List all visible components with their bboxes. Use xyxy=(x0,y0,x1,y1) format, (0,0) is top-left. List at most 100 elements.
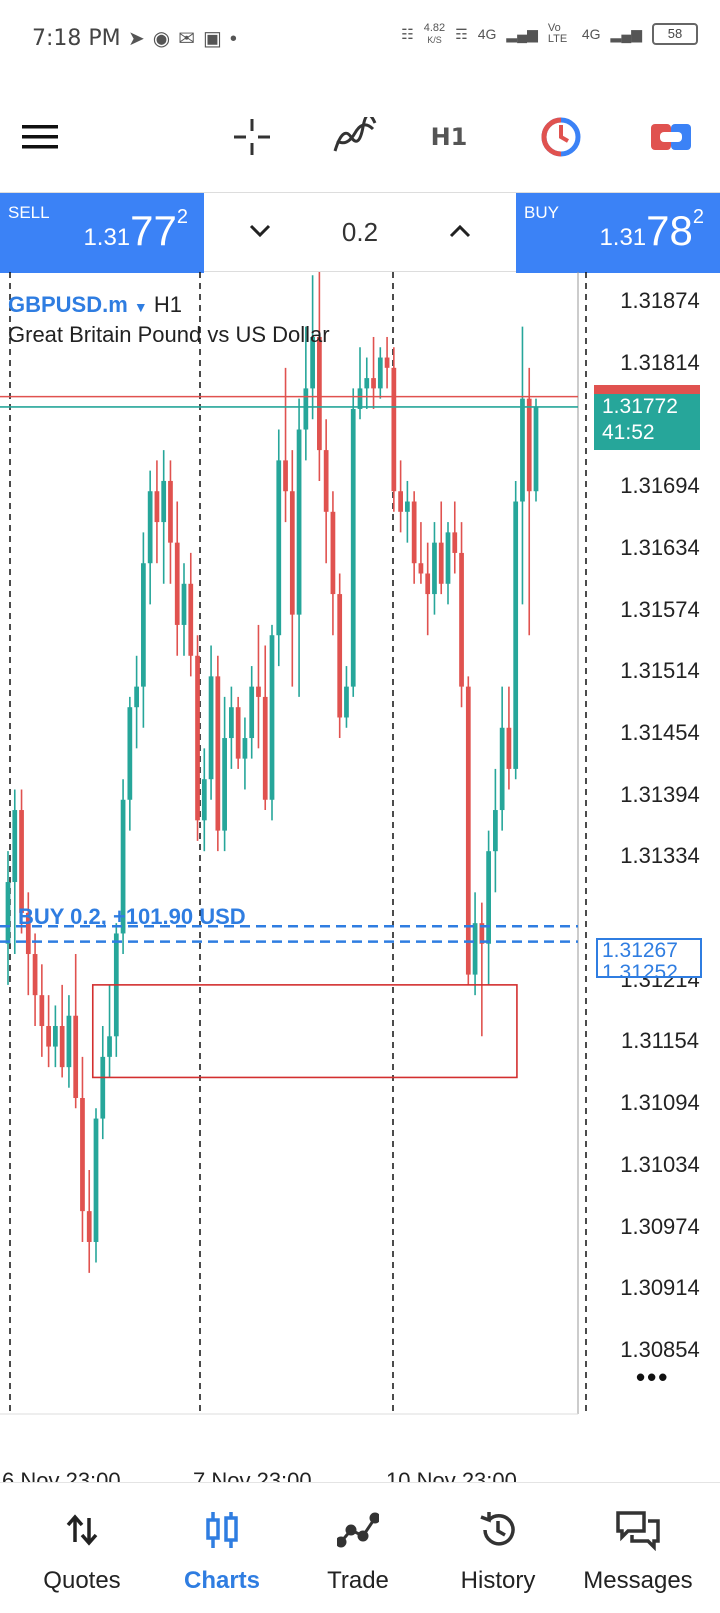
candle-body xyxy=(425,573,431,595)
candle-body xyxy=(296,429,302,615)
volume-increase-button[interactable] xyxy=(442,213,478,249)
candle-body xyxy=(377,357,383,389)
candle-body xyxy=(25,912,31,955)
price-axis-label: 1.31034 xyxy=(620,1151,700,1177)
nav-label: Quotes xyxy=(43,1567,121,1594)
chart-clock-icon[interactable] xyxy=(536,112,586,162)
candle-body xyxy=(493,810,498,852)
status-right: ☷ 4.82 K/S ☶ 4G ▂▄▆ Vo LTE 4G ▂▄▆ 58 xyxy=(401,22,698,46)
candle-body xyxy=(391,367,397,492)
signal-bars-icon: ▂▄▆ xyxy=(506,25,538,42)
candle-body xyxy=(262,696,268,800)
price-axis-label: 1.31634 xyxy=(620,534,700,560)
candle-body xyxy=(533,406,539,492)
candle-body xyxy=(161,480,167,523)
nav-quotes[interactable]: Quotes xyxy=(10,1483,154,1613)
candle-body xyxy=(134,686,139,708)
hamburger-icon[interactable] xyxy=(16,112,64,162)
timeframe-button[interactable]: H1 xyxy=(430,123,468,151)
candle-body xyxy=(486,851,491,944)
candle-body xyxy=(506,727,512,769)
order-price: 1.31267 xyxy=(602,939,678,962)
candle-body xyxy=(499,727,505,811)
nav-messages[interactable]: Messages xyxy=(566,1483,710,1613)
candle-body xyxy=(100,1056,106,1119)
candle-body xyxy=(317,336,322,451)
sell-button[interactable]: SELL 1.31772 xyxy=(0,193,204,273)
candle-body xyxy=(445,532,451,584)
candle-body xyxy=(520,398,525,502)
candle-body xyxy=(73,1015,79,1099)
candle-body xyxy=(141,563,146,687)
chart-timeframe: H1 xyxy=(153,292,183,317)
nav-history[interactable]: History xyxy=(426,1483,570,1613)
status-time: 7:18 PM xyxy=(32,26,121,51)
indicators-icon[interactable] xyxy=(330,112,380,162)
price-axis-label: 1.31694 xyxy=(620,473,700,499)
candle-body xyxy=(472,923,478,975)
annotation-rectangle xyxy=(91,984,518,1079)
status-bar: 7:18 PM ➤◉✉▣• ☷ 4.82 K/S ☶ 4G ▂▄▆ Vo LTE… xyxy=(0,0,720,80)
bottom-navigation: Quotes Charts Trade History Messages xyxy=(0,1482,720,1612)
candle-body xyxy=(120,799,126,934)
buy-price: 1.31782 xyxy=(599,205,704,254)
crosshair-icon[interactable] xyxy=(228,112,276,162)
candle-body xyxy=(59,1026,65,1068)
buy-button[interactable]: BUY 1.31782 xyxy=(516,193,720,273)
candle-body xyxy=(107,1036,112,1057)
candle-body xyxy=(432,542,437,595)
price-axis-label: 1.30914 xyxy=(620,1275,700,1301)
candle-body xyxy=(201,779,207,821)
candle-body xyxy=(32,954,38,996)
candle-body xyxy=(208,676,214,780)
buy-label: BUY xyxy=(524,203,559,222)
candle-body xyxy=(303,388,309,430)
history-clock-icon xyxy=(426,1509,570,1551)
signal-bars-icon-2: ▂▄▆ xyxy=(610,25,642,42)
price-axis-label: 1.30854 xyxy=(620,1337,700,1362)
candle-body xyxy=(438,542,444,584)
chart-canvas[interactable] xyxy=(0,272,720,1482)
symbol-dropdown-icon[interactable]: ▼ xyxy=(133,299,148,315)
candle-body xyxy=(215,676,221,831)
bar-countdown: 41:52 xyxy=(602,421,655,444)
candle-body xyxy=(195,655,200,821)
volume-value[interactable]: 0.2 xyxy=(341,217,379,247)
volte-label: Vo LTE xyxy=(547,22,568,45)
candle-body xyxy=(86,1211,92,1242)
candle-body xyxy=(357,388,363,409)
symbol-description: Great Britain Pound vs US Dollar xyxy=(8,322,330,347)
candle-body xyxy=(384,357,390,368)
price-chart[interactable]: GBPUSD.m ▼ H1 Great Britain Pound vs US … xyxy=(0,272,720,1493)
bid-price: 1.31772 xyxy=(602,395,678,418)
nav-charts[interactable]: Charts xyxy=(150,1483,294,1613)
candle-body xyxy=(452,532,458,553)
candle-body xyxy=(46,1026,51,1047)
candle-body xyxy=(174,542,180,625)
candle-body xyxy=(411,501,417,564)
order-line-label[interactable]: BUY 0.2, +101.90 USD xyxy=(18,904,246,929)
nav-label: Trade xyxy=(327,1567,389,1594)
bid-price-tag: 1.31772 41:52 xyxy=(594,394,700,450)
candle-body xyxy=(181,583,187,625)
candle-body xyxy=(53,1026,58,1047)
one-click-trade-icon[interactable] xyxy=(646,112,696,162)
battery-icon: 58 xyxy=(652,23,698,45)
chart-toolbar: H1 xyxy=(0,90,720,186)
candle-body xyxy=(229,707,234,739)
candle-body xyxy=(269,635,275,800)
price-axis-label: 1.31514 xyxy=(620,658,700,684)
quotes-arrows-icon xyxy=(10,1509,154,1551)
price-axis-label: 1.31394 xyxy=(620,781,700,807)
candle-body xyxy=(39,995,45,1027)
net-speed: 4.82 K/S xyxy=(423,22,446,45)
volume-decrease-button[interactable] xyxy=(242,213,278,249)
candle-body xyxy=(459,552,464,687)
symbol-selector[interactable]: GBPUSD.m xyxy=(8,292,128,317)
order-price-tag[interactable]: 1.31267 1.31252 xyxy=(596,938,702,978)
candle-body xyxy=(12,810,18,883)
nav-trade[interactable]: Trade xyxy=(286,1483,430,1613)
more-dots-icon[interactable]: ••• xyxy=(636,1362,670,1392)
candle-body xyxy=(19,810,24,913)
candle-body xyxy=(168,480,173,543)
